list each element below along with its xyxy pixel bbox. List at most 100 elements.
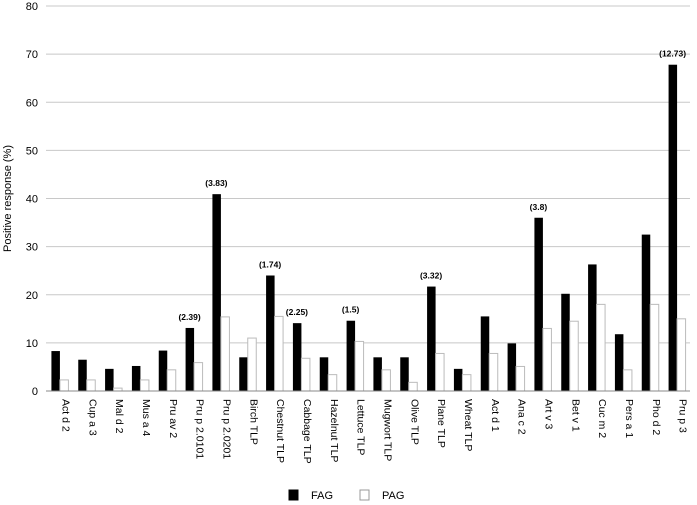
bar-fag: [266, 275, 275, 391]
y-tick-label: 70: [26, 49, 38, 61]
bar-fag: [668, 64, 678, 392]
x-tick-label: Act d 2: [59, 399, 71, 432]
x-tick-label: Pers a 1: [623, 399, 635, 438]
bar-pag: [166, 369, 177, 392]
x-tick-label: Pru p 2.0101: [194, 399, 206, 459]
bar-pag: [247, 337, 257, 392]
y-tick-label: 20: [26, 290, 38, 302]
bar-pag: [488, 352, 499, 392]
x-tick-label: Mugwort TLP: [381, 399, 393, 461]
bar-pag: [327, 374, 338, 392]
x-axis-labels: Act d 2 Cup a 3 Mal d 2 Mus a 4 Pru av 2 Pru …: [59, 399, 688, 464]
bar-fag: [641, 234, 651, 391]
x-tick-label: Pru av 2: [167, 399, 179, 438]
x-tick-label: Ana c 2: [516, 399, 528, 435]
x-tick-label: Lettuce TLP: [355, 399, 367, 455]
bar-annotation: (3.83): [205, 178, 227, 188]
y-axis-title: Positive response (%): [2, 145, 14, 252]
bar-annotation: (2.25): [286, 307, 308, 317]
legend-swatch-pag: [359, 489, 370, 501]
bar-fag: [185, 327, 195, 391]
x-tick-label: Cabbage TLP: [301, 399, 313, 464]
legend: FAG PAG: [288, 489, 404, 502]
y-tick-label: 80: [26, 1, 38, 13]
bar-fag: [346, 320, 356, 391]
bar-fag: [614, 334, 624, 391]
legend-swatch-fag: [288, 489, 299, 501]
x-tick-label: Pru p 3: [677, 399, 689, 433]
bar-fag: [212, 194, 221, 391]
bar-fag: [588, 264, 597, 391]
bar-pag: [300, 357, 311, 392]
bar-pag: [408, 381, 418, 392]
bar-pag: [435, 352, 445, 392]
bar-fag: [480, 316, 490, 391]
bar-fag: [319, 357, 329, 391]
y-tick-label: 40: [26, 194, 38, 206]
bar-fag: [507, 343, 517, 391]
x-tick-label: Chestnut TLP: [274, 399, 286, 463]
bar-pag: [569, 320, 579, 392]
x-tick-label: Art v 3: [542, 399, 554, 430]
bar-fag: [239, 357, 248, 391]
bar-fag: [373, 357, 382, 391]
bar-annotation: (3.32): [420, 271, 442, 281]
bar-fag: [292, 323, 302, 391]
bar-fag: [561, 293, 570, 391]
x-tick-label: Cuc m 2: [596, 399, 608, 438]
bar-annotation: (1.74): [259, 260, 281, 270]
x-tick-label: Pru p 2.0201: [220, 399, 232, 459]
y-tick-label: 60: [26, 97, 38, 109]
bar-pag: [542, 327, 552, 392]
bar-pag: [461, 374, 472, 392]
x-tick-label: Mus a 4: [140, 399, 152, 437]
bar-fag: [453, 368, 463, 391]
x-tick-label: Pho d 2: [650, 399, 662, 435]
bar-fag: [51, 351, 60, 391]
bar-pag: [381, 369, 391, 392]
y-tick-label: 50: [26, 145, 38, 157]
x-tick-label: Olive TLP: [408, 399, 420, 445]
bar-fag: [105, 368, 114, 391]
legend-label-fag: FAG: [311, 490, 333, 502]
x-tick-label: Bet v 1: [569, 399, 581, 432]
bar-pag: [193, 362, 204, 392]
bar-fag: [427, 286, 436, 391]
legend-label-pag: PAG: [382, 490, 404, 502]
y-tick-label: 10: [26, 338, 38, 350]
bar-fag: [400, 357, 409, 391]
x-tick-label: Act d 1: [489, 399, 501, 432]
bar-annotation: (12.73): [659, 49, 686, 59]
bar-fag: [131, 365, 141, 391]
bar-pag: [354, 340, 365, 392]
x-tick-label: Mal d 2: [113, 399, 125, 434]
y-axis-ticks: 0 10 20 30 40 50 60 70 80: [26, 1, 38, 398]
x-tick-label: Plane TLP: [435, 399, 447, 448]
x-tick-label: Cup a 3: [86, 399, 98, 436]
y-tick-label: 30: [26, 242, 38, 254]
bar-pag: [649, 303, 660, 392]
bar-pag: [59, 379, 69, 392]
bar-pag: [622, 369, 633, 392]
bar-pag: [676, 318, 687, 392]
y-tick-label: 0: [32, 386, 38, 398]
bar-annotation: (3.8): [530, 202, 548, 212]
bar-annotation: (2.39): [178, 312, 200, 322]
bar-annotations: (2.39) (3.83) (1.74) (2.25) (1.5) (3.32) (3.8)…: [178, 49, 686, 322]
x-tick-label: Wheat TLP: [462, 399, 474, 451]
bar-pag: [139, 379, 150, 392]
bar-annotation: (1.5): [342, 305, 360, 315]
bar-pag: [86, 379, 96, 392]
bars: [51, 64, 687, 392]
x-tick-label: Birch TLP: [247, 399, 259, 445]
bar-fag: [534, 217, 543, 391]
bar-pag: [274, 315, 284, 392]
x-tick-label: Hazelnut TLP: [328, 399, 340, 462]
bar-pag: [515, 365, 526, 392]
bar-fag: [158, 350, 168, 391]
bar-fag: [78, 359, 87, 391]
gridlines: [46, 5, 690, 392]
bar-pag: [596, 303, 606, 392]
bar-pag: [220, 316, 230, 392]
